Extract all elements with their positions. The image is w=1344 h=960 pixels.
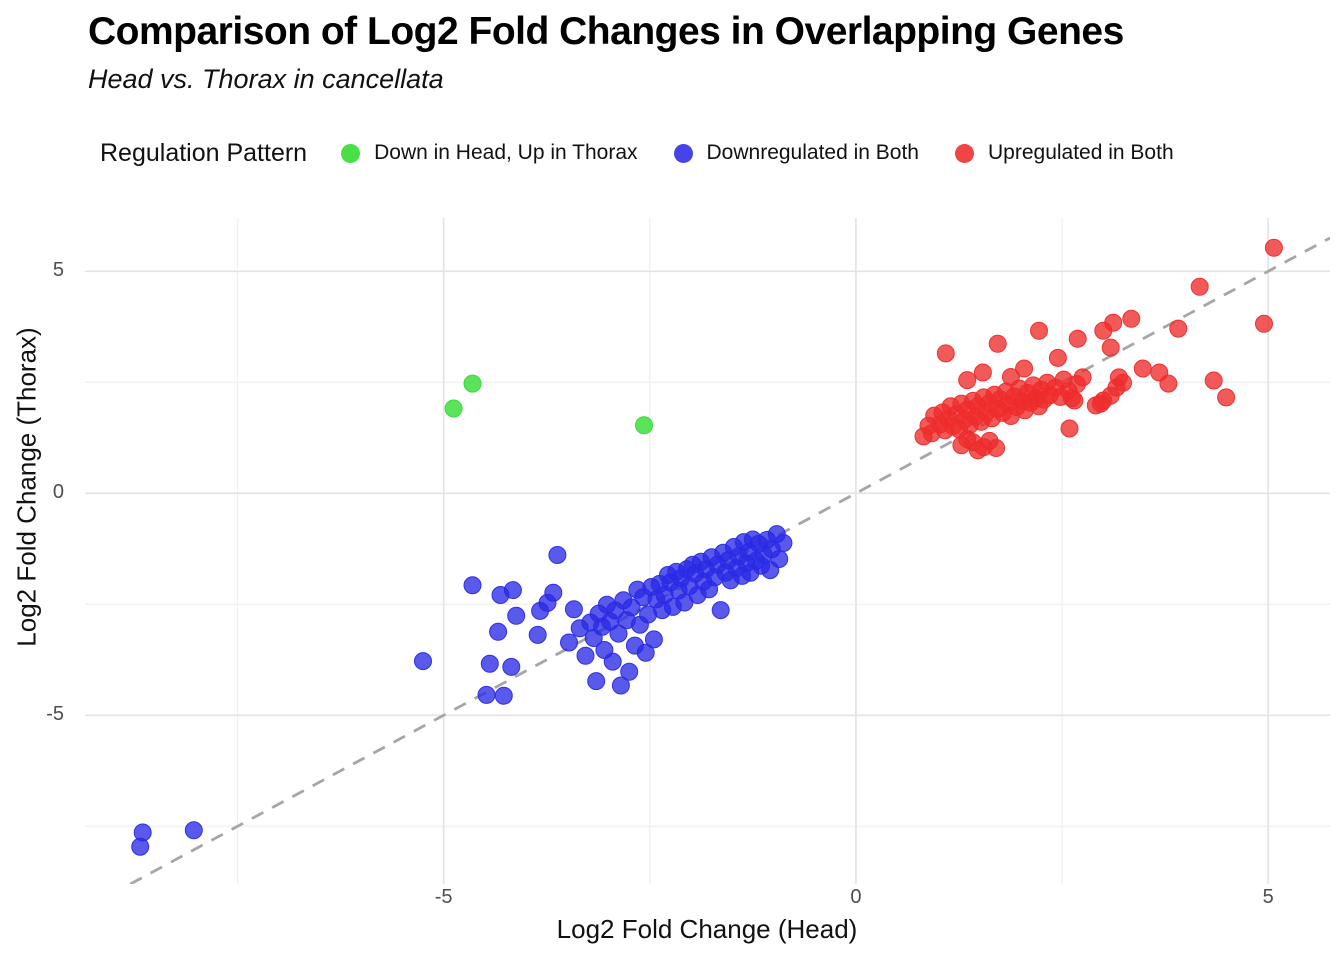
data-point bbox=[564, 600, 583, 619]
data-point bbox=[477, 685, 496, 704]
data-point bbox=[560, 633, 578, 652]
data-point bbox=[1065, 391, 1084, 410]
scatter-plot bbox=[85, 218, 1331, 886]
legend-items: Down in Head, Up in Thorax Downregulated… bbox=[341, 141, 1174, 165]
y-axis-tick-label: 0 bbox=[52, 481, 64, 504]
chart-subtitle: Head vs. Thorax in cancellata bbox=[88, 64, 444, 94]
data-point bbox=[1073, 368, 1092, 387]
data-point bbox=[988, 334, 1007, 353]
identity-reference-line bbox=[129, 236, 1331, 886]
y-axis-tick-label: 5 bbox=[52, 259, 64, 282]
data-point bbox=[958, 371, 977, 390]
data-point bbox=[576, 646, 595, 665]
x-axis-tick-label: -5 bbox=[434, 886, 453, 908]
data-point bbox=[1264, 238, 1283, 257]
data-point bbox=[1068, 329, 1087, 348]
data-point bbox=[587, 672, 606, 691]
data-point bbox=[131, 837, 150, 856]
data-point bbox=[936, 344, 955, 363]
data-point bbox=[544, 583, 563, 602]
data-point bbox=[611, 676, 630, 695]
data-point bbox=[635, 416, 653, 435]
green-dot-icon bbox=[341, 143, 361, 163]
plot-panel bbox=[85, 218, 1331, 886]
data-point bbox=[973, 363, 992, 382]
data-point bbox=[1104, 313, 1123, 332]
data-point bbox=[625, 636, 644, 655]
x-axis-tick-label: 0 bbox=[850, 886, 862, 908]
data-point bbox=[1217, 388, 1236, 407]
data-point bbox=[1030, 321, 1048, 340]
data-point bbox=[494, 686, 513, 705]
data-point bbox=[184, 821, 203, 840]
data-point bbox=[968, 441, 987, 460]
legend-item-label: Downregulated in Both bbox=[706, 141, 919, 164]
data-point bbox=[1109, 368, 1128, 387]
data-point bbox=[480, 654, 499, 673]
data-point bbox=[987, 439, 1006, 457]
data-point bbox=[528, 625, 547, 644]
data-point bbox=[595, 641, 614, 659]
data-point bbox=[620, 662, 639, 681]
data-point bbox=[1048, 348, 1067, 367]
data-point bbox=[1060, 419, 1079, 438]
data-point bbox=[444, 399, 463, 418]
data-point bbox=[548, 546, 567, 564]
y-axis-tick-label: -5 bbox=[46, 703, 64, 726]
x-axis-title: Log2 Fold Change (Head) bbox=[556, 914, 858, 944]
legend-title: Regulation Pattern bbox=[100, 138, 308, 167]
data-point bbox=[644, 630, 663, 649]
data-point bbox=[414, 652, 432, 671]
data-point bbox=[711, 601, 730, 620]
data-point bbox=[1255, 314, 1273, 333]
red-dot-icon bbox=[955, 143, 974, 163]
data-point bbox=[628, 580, 647, 599]
data-point bbox=[507, 606, 526, 625]
data-point bbox=[463, 374, 482, 393]
legend-item-upregulated-both[interactable]: Upregulated in Both bbox=[955, 141, 1174, 165]
legend-item-downregulated-both[interactable]: Downregulated in Both bbox=[673, 141, 919, 165]
data-point bbox=[503, 581, 522, 600]
data-point bbox=[1001, 368, 1020, 386]
legend-item-label: Upregulated in Both bbox=[988, 141, 1174, 164]
data-point bbox=[914, 427, 933, 446]
legend: Regulation Pattern Down in Head, Up in T… bbox=[100, 134, 1174, 172]
data-point bbox=[463, 576, 482, 595]
data-point bbox=[570, 619, 589, 638]
x-axis-tick-label: 5 bbox=[1262, 886, 1274, 908]
data-point bbox=[958, 430, 977, 449]
data-point bbox=[1101, 338, 1120, 357]
data-point bbox=[1169, 319, 1188, 338]
data-point bbox=[502, 657, 521, 676]
blue-dot-icon bbox=[673, 143, 693, 163]
data-point bbox=[1133, 359, 1152, 378]
data-point bbox=[1190, 277, 1209, 296]
legend-item-down-head-up-thorax[interactable]: Down in Head, Up in Thorax bbox=[341, 141, 638, 165]
chart-title: Comparison of Log2 Fold Changes in Overl… bbox=[88, 10, 1124, 53]
data-point bbox=[1015, 359, 1034, 378]
legend-item-label: Down in Head, Up in Thorax bbox=[374, 141, 638, 164]
y-axis-title: Log2 Fold Change (Thorax) bbox=[11, 327, 42, 647]
data-point bbox=[489, 622, 508, 641]
data-point bbox=[1159, 374, 1178, 393]
data-point bbox=[1204, 371, 1223, 390]
data-point bbox=[1122, 309, 1141, 328]
